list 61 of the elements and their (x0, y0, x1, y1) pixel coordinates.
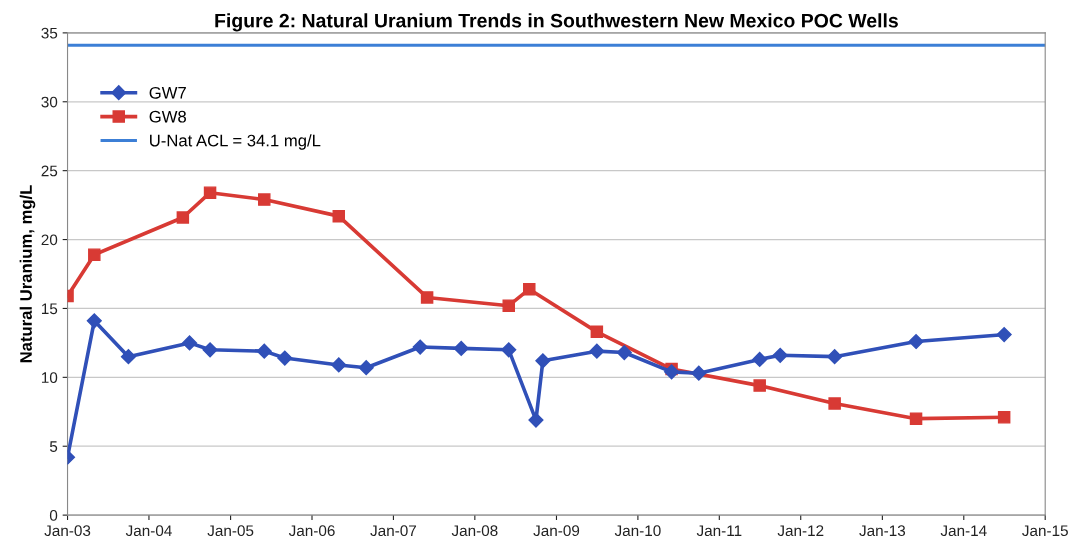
point (772, 347, 788, 363)
point (203, 186, 217, 199)
x-tick-label: Jan-12 (777, 525, 824, 537)
point (331, 357, 347, 373)
point (501, 342, 517, 358)
x-tick-label: Jan-06 (288, 525, 335, 537)
point (908, 333, 924, 350)
chart-title: Figure 2: Natural Uranium Trends in Southwestern New Mexico POC Wells (215, 13, 898, 32)
point (753, 379, 766, 392)
x-tick-label: Jan-04 (125, 525, 172, 537)
point (412, 339, 428, 355)
x-tick-label: Jan-05 (207, 525, 254, 537)
y-tick-label: 20 (41, 234, 58, 246)
x-tick-label: Jan-08 (451, 525, 498, 537)
x-tick-label: Jan-10 (614, 525, 661, 537)
point (590, 325, 604, 339)
point (420, 291, 434, 304)
y-tick-label: 35 (41, 27, 58, 39)
point (535, 353, 551, 369)
point (258, 193, 271, 206)
legend-label: GW8 (149, 110, 186, 123)
point (86, 313, 102, 329)
point (752, 351, 768, 367)
point (502, 299, 515, 312)
x-tick-label: Jan-14 (940, 525, 987, 537)
point (523, 282, 536, 296)
point (997, 411, 1011, 424)
point (616, 344, 632, 361)
y-tick-label: 30 (41, 96, 58, 108)
point (828, 397, 841, 410)
point (996, 327, 1012, 343)
point (88, 248, 101, 261)
point (589, 343, 605, 359)
point (176, 211, 190, 224)
legend-label: GW7 (149, 86, 186, 99)
x-tick-label: Jan-07 (370, 525, 417, 537)
y-tick-label: 5 (49, 441, 58, 452)
point (332, 209, 346, 223)
point (120, 349, 137, 365)
point (664, 364, 680, 380)
point (181, 335, 198, 351)
legend-label: U-Nat ACL = 34.1 mg/L (150, 134, 321, 150)
x-tick-label: Jan-03 (44, 525, 91, 537)
point (358, 360, 374, 376)
point (202, 342, 218, 358)
y-tick-label: 15 (41, 303, 58, 315)
point (528, 412, 544, 428)
point (827, 349, 843, 365)
point (277, 350, 293, 366)
point (691, 365, 707, 381)
x-tick-label: Jan-15 (1022, 525, 1068, 537)
y-tick-label: 10 (41, 372, 58, 384)
y-tick-label: 0 (49, 509, 58, 521)
x-tick-label: Jan-09 (533, 525, 580, 537)
point (909, 412, 923, 425)
x-tick-label: Jan-11 (696, 525, 742, 537)
point (453, 340, 469, 356)
y-tick-label: 25 (41, 165, 58, 177)
y-axis-title: Natural Uranium, mg/L (19, 185, 36, 363)
x-tick-label: Jan-13 (859, 525, 906, 537)
point (256, 343, 272, 359)
